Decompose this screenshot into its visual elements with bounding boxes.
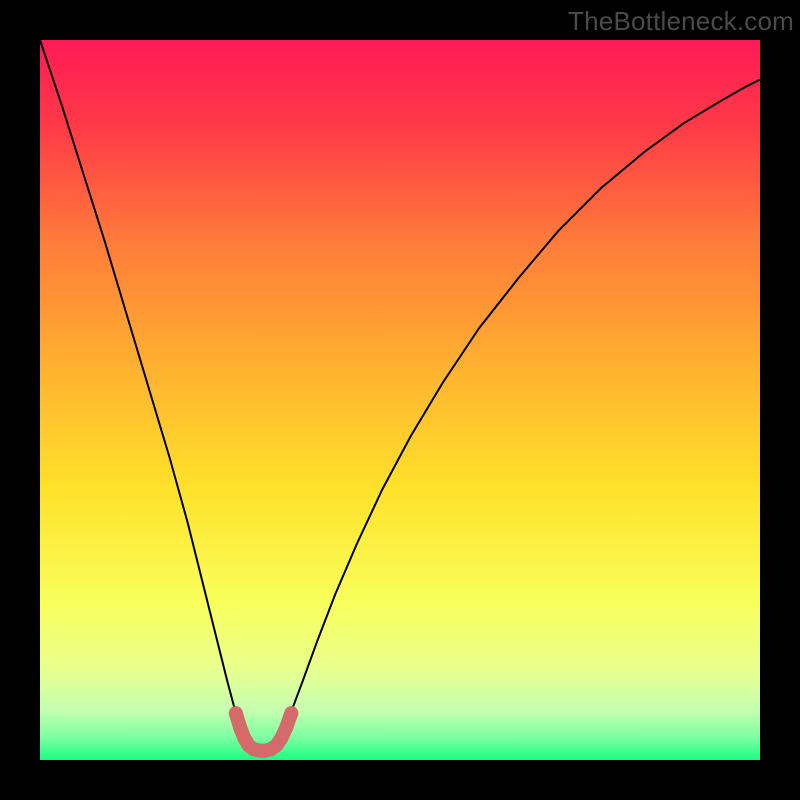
watermark-text: TheBottleneck.com: [568, 6, 794, 37]
chart-container: TheBottleneck.com: [0, 0, 800, 800]
bottleneck-curve: [40, 40, 760, 750]
curve-layer: [40, 40, 760, 760]
plot-area: [40, 40, 760, 760]
trough-highlight: [229, 706, 298, 757]
